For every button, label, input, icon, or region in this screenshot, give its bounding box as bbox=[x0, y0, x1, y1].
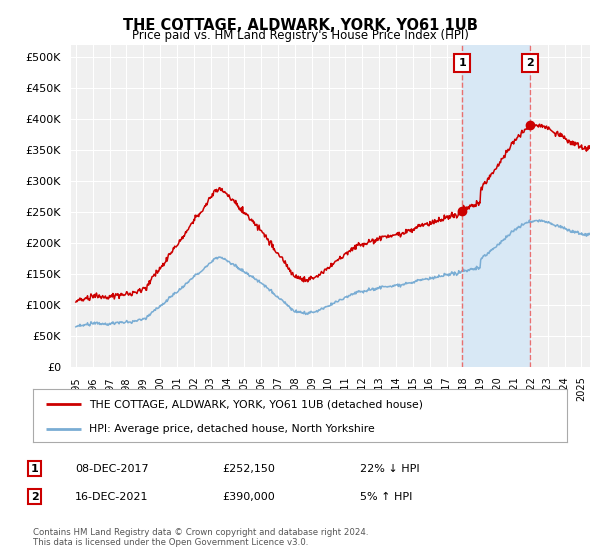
Text: THE COTTAGE, ALDWARK, YORK, YO61 1UB: THE COTTAGE, ALDWARK, YORK, YO61 1UB bbox=[122, 18, 478, 33]
Text: £390,000: £390,000 bbox=[222, 492, 275, 502]
Text: 2: 2 bbox=[31, 492, 38, 502]
Text: 22% ↓ HPI: 22% ↓ HPI bbox=[360, 464, 419, 474]
Text: THE COTTAGE, ALDWARK, YORK, YO61 1UB (detached house): THE COTTAGE, ALDWARK, YORK, YO61 1UB (de… bbox=[89, 399, 423, 409]
Bar bbox=[462, 45, 530, 367]
Text: Contains HM Land Registry data © Crown copyright and database right 2024.
This d: Contains HM Land Registry data © Crown c… bbox=[33, 528, 368, 548]
Text: HPI: Average price, detached house, North Yorkshire: HPI: Average price, detached house, Nort… bbox=[89, 423, 375, 433]
Text: 1: 1 bbox=[31, 464, 38, 474]
Text: 16-DEC-2021: 16-DEC-2021 bbox=[75, 492, 149, 502]
Text: 2: 2 bbox=[526, 58, 534, 68]
Text: 08-DEC-2017: 08-DEC-2017 bbox=[75, 464, 149, 474]
Text: Price paid vs. HM Land Registry's House Price Index (HPI): Price paid vs. HM Land Registry's House … bbox=[131, 29, 469, 42]
Text: 1: 1 bbox=[458, 58, 466, 68]
Text: 5% ↑ HPI: 5% ↑ HPI bbox=[360, 492, 412, 502]
Text: £252,150: £252,150 bbox=[222, 464, 275, 474]
